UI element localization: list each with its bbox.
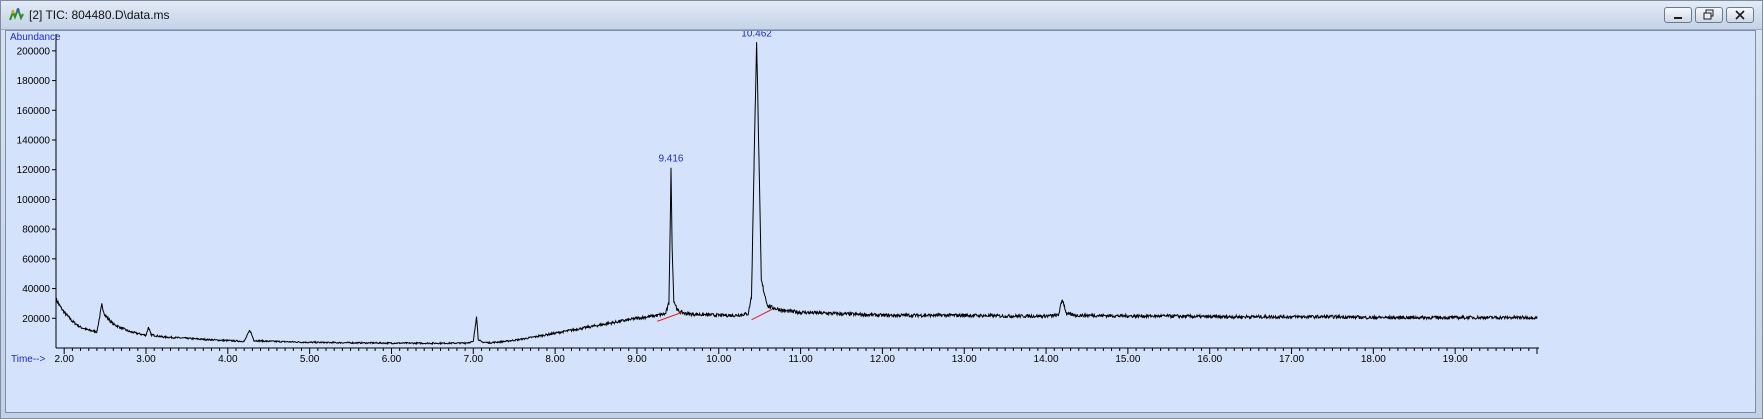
peak-baseline xyxy=(657,311,683,322)
title-bar[interactable]: [2] TIC: 804480.D\data.ms xyxy=(1,1,1762,30)
x-tick-label: 13.00 xyxy=(952,354,977,365)
x-tick-label: 4.00 xyxy=(218,354,238,365)
x-axis-label: Time--> xyxy=(11,354,46,365)
y-tick-label: 100000 xyxy=(17,195,51,206)
tic-chromatogram-chart[interactable]: Abundance Time--> 20000 40000 60000 80000 10… xyxy=(6,31,1755,412)
x-tick-label: 16.00 xyxy=(1197,354,1222,365)
peak-baseline xyxy=(751,308,773,321)
window-title: [2] TIC: 804480.D\data.ms xyxy=(29,8,170,22)
x-tick-label: 17.00 xyxy=(1279,354,1304,365)
y-tick-label: 200000 xyxy=(17,46,51,57)
series-group xyxy=(55,42,1538,346)
close-button[interactable] xyxy=(1726,7,1754,23)
x-tick-label: 11.00 xyxy=(788,354,813,365)
y-tick-label: 120000 xyxy=(17,165,51,176)
x-tick-label: 14.00 xyxy=(1034,354,1059,365)
x-axis: 2.00 3.00 4.00 5.00 6.00 7.00 8.00 9.00 10.00 11.… xyxy=(54,347,1539,365)
x-tick-label: 6.00 xyxy=(382,354,402,365)
x-tick-label: 18.00 xyxy=(1361,354,1386,365)
x-tick-label: 8.00 xyxy=(545,354,565,365)
y-axis-label: Abundance xyxy=(10,32,61,43)
restore-icon xyxy=(1703,9,1714,20)
x-tick-label: 7.00 xyxy=(464,354,484,365)
tic-trace xyxy=(55,42,1538,346)
y-tick-label: 140000 xyxy=(17,136,51,147)
x-tick-label: 10.00 xyxy=(706,354,731,365)
chromatogram-app-icon xyxy=(9,8,24,21)
peak-label: 10.462 xyxy=(741,31,772,39)
minimize-icon xyxy=(1674,17,1682,19)
plot-area[interactable]: Abundance Time--> 20000 40000 60000 80000 10… xyxy=(5,30,1756,413)
peak-labels: 9.416 10.462 xyxy=(658,31,772,164)
x-tick-label: 3.00 xyxy=(136,354,156,365)
peak-label: 9.416 xyxy=(658,153,683,164)
y-tick-label: 160000 xyxy=(17,106,51,117)
x-tick-label: 12.00 xyxy=(870,354,895,365)
minimize-button[interactable] xyxy=(1664,7,1692,23)
y-tick-label: 60000 xyxy=(22,254,50,265)
x-tick-label: 9.00 xyxy=(627,354,647,365)
close-icon xyxy=(1735,10,1745,20)
x-tick-label: 15.00 xyxy=(1115,354,1140,365)
x-tick-label: 5.00 xyxy=(300,354,320,365)
y-axis: 20000 40000 60000 80000 100000 120000 140000 16… xyxy=(17,34,57,348)
y-tick-label: 180000 xyxy=(17,76,51,87)
y-tick-label: 40000 xyxy=(22,284,50,295)
x-tick-label: 2.00 xyxy=(54,354,74,365)
integration-baselines xyxy=(657,308,773,322)
restore-button[interactable] xyxy=(1695,7,1723,23)
x-tick-label: 19.00 xyxy=(1443,354,1468,365)
y-tick-label: 80000 xyxy=(22,225,50,236)
y-tick-label: 20000 xyxy=(22,314,50,325)
